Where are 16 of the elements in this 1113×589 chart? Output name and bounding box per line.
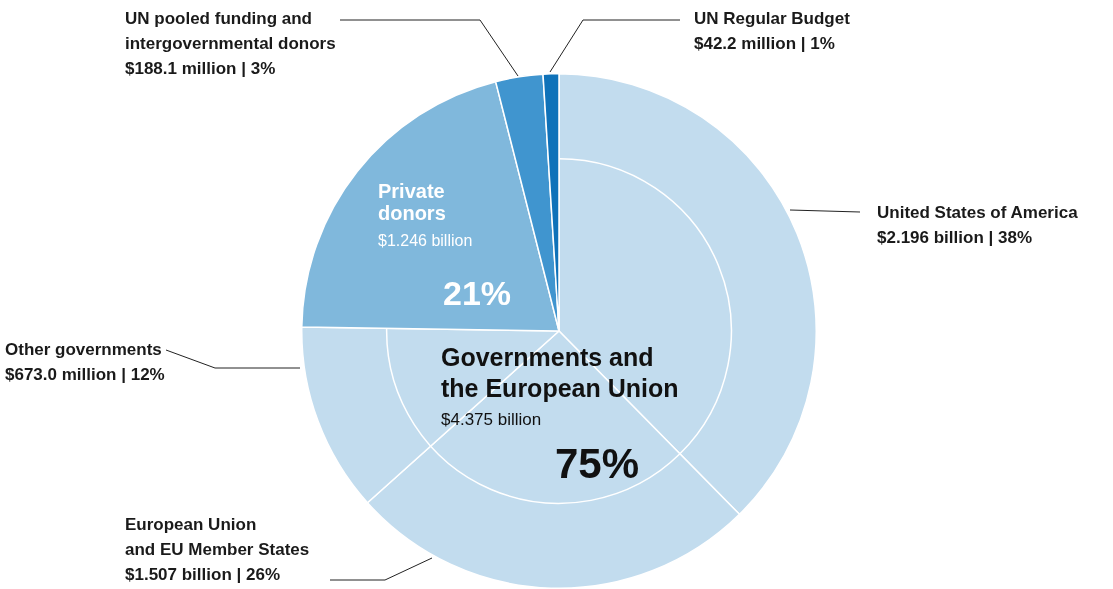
slice-label: Other governments <box>5 340 162 359</box>
data-label: $673.0 million | 12% <box>5 365 165 384</box>
slice-label: Private donors <box>378 180 446 224</box>
text: $4.375 billion <box>441 410 542 429</box>
text: Governments and the European Union <box>441 343 679 402</box>
slice-label: European Union and EU Member States <box>125 515 310 559</box>
data-label: $42.2 million | 1% <box>694 34 835 53</box>
text: $1.246 billion <box>378 232 473 249</box>
data-label: $1.507 billion | 26% <box>125 565 280 584</box>
slice-label: UN Regular Budget <box>694 9 851 28</box>
data-label: $2.196 billion | 38% <box>877 228 1032 247</box>
data-label: $188.1 million | 3% <box>125 59 276 78</box>
data-label: 21% <box>443 274 512 312</box>
slice-label: United States of America <box>877 203 1079 222</box>
slice-label: UN pooled funding and intergovernmental donors <box>125 9 336 53</box>
text: 75% <box>555 440 640 487</box>
